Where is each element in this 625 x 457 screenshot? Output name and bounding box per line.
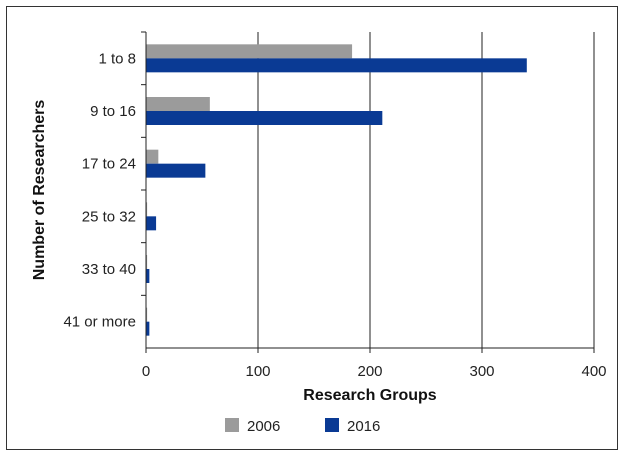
y-tick-label: 9 to 16 xyxy=(90,103,136,120)
bar-2006-5 xyxy=(146,307,148,322)
legend-swatch-2016 xyxy=(325,418,339,432)
legend-label-2006: 2006 xyxy=(247,418,280,435)
bar-2006-3 xyxy=(146,202,148,217)
bar-2006-2 xyxy=(146,149,159,164)
legend-label-2016: 2016 xyxy=(347,418,380,435)
bar-2016-0 xyxy=(146,58,527,73)
y-tick-label: 1 to 8 xyxy=(98,50,136,67)
bar-2016-4 xyxy=(146,269,150,283)
x-tick-label: 400 xyxy=(581,363,606,380)
bar-2016-3 xyxy=(146,216,157,231)
y-tick-label: 25 to 32 xyxy=(82,208,136,225)
y-tick-label: 17 to 24 xyxy=(82,156,136,173)
y-axis-title: Number of Researchers xyxy=(31,100,48,281)
bars xyxy=(146,44,527,336)
bar-2016-1 xyxy=(146,111,383,125)
grid-lines xyxy=(257,32,595,348)
bar-2006-4 xyxy=(146,255,148,269)
y-tick-label: 33 to 40 xyxy=(82,261,136,278)
bar-2016-5 xyxy=(146,321,150,336)
axes xyxy=(141,31,595,353)
x-tick-label: 0 xyxy=(142,363,150,380)
bar-2016-2 xyxy=(146,163,206,178)
x-tick-label: 200 xyxy=(357,363,382,380)
tick-labels: 0 100 200 300 400 1 to 8 9 to 16 17 to 24 25 to … xyxy=(63,50,606,380)
x-axis-title: Research Groups xyxy=(303,387,436,404)
bar-2006-1 xyxy=(146,97,210,111)
legend-swatch-2006 xyxy=(225,418,239,432)
bar-2006-0 xyxy=(146,44,353,59)
x-tick-label: 100 xyxy=(245,363,270,380)
legend: 2006 2016 xyxy=(225,418,380,435)
x-tick-label: 300 xyxy=(469,363,494,380)
chart-frame xyxy=(6,6,618,450)
y-tick-label: 41 or more xyxy=(63,314,136,331)
